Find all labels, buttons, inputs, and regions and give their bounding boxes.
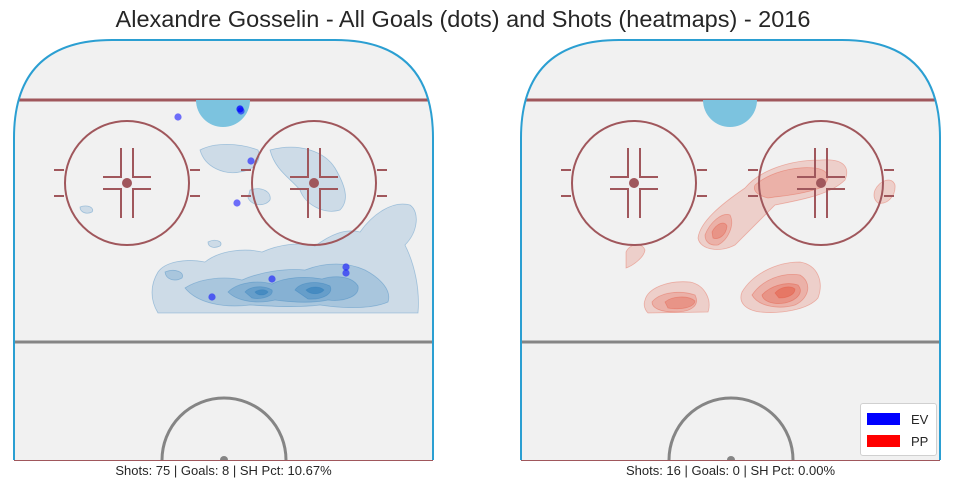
goal-dot <box>342 263 350 271</box>
rink-boards-pp <box>520 39 941 460</box>
goal-dot <box>208 293 216 301</box>
faceoff-dot <box>816 178 826 188</box>
heat-level-1 <box>643 281 710 314</box>
heat-level-1 <box>199 143 260 174</box>
faceoff-circle-left <box>54 120 200 246</box>
goal-crease <box>196 100 250 127</box>
goal-dots-ev <box>174 105 350 301</box>
heat-level-3 <box>711 222 728 239</box>
shot-heatmap-ev <box>79 143 419 314</box>
goal-dot <box>342 269 350 277</box>
heat-level-2 <box>704 214 733 246</box>
center-circle <box>667 396 795 460</box>
center-circle <box>160 396 288 460</box>
heat-level-5 <box>254 289 269 296</box>
stats-caption-pp: Shots: 16 | Goals: 0 | SH Pct: 0.00% <box>625 463 836 478</box>
heat-level-2 <box>651 291 697 313</box>
heat-level-1 <box>207 239 222 248</box>
heat-level-2 <box>164 270 183 281</box>
heat-level-1 <box>247 188 271 206</box>
goal-crease <box>703 100 757 127</box>
goal-dot <box>247 157 255 165</box>
heat-level-1 <box>697 159 848 250</box>
heat-level-2 <box>753 167 829 199</box>
heat-level-3 <box>227 276 359 303</box>
faceoff-dot <box>122 178 132 188</box>
legend-swatch-ev <box>867 413 900 425</box>
stats-caption-ev: Shots: 75 | Goals: 8 | SH Pct: 10.67% <box>115 463 332 478</box>
legend: EV PP <box>860 403 937 456</box>
heat-level-3 <box>664 296 696 310</box>
faceoff-circle-right <box>748 120 894 246</box>
chart-title: Alexandre Gosselin - All Goals (dots) an… <box>115 6 811 32</box>
heat-level-1 <box>740 261 821 313</box>
goal-dot <box>233 199 241 207</box>
rink-ev <box>14 40 433 460</box>
heat-level-3 <box>761 283 801 304</box>
legend-label-ev: EV <box>911 411 929 427</box>
goal-dot <box>174 113 182 121</box>
heat-level-1 <box>625 244 646 269</box>
faceoff-dot <box>629 178 639 188</box>
legend-entry-pp: PP <box>867 430 930 452</box>
legend-entry-ev: EV <box>867 408 930 430</box>
goal-dot <box>237 107 245 115</box>
faceoff-circle-right <box>241 120 387 246</box>
shot-heatmap-pp <box>625 159 896 314</box>
faceoff-circle-left <box>561 120 707 246</box>
heat-level-4 <box>774 286 796 299</box>
rink-boards-ev <box>13 39 434 460</box>
heat-level-2 <box>184 263 390 309</box>
heat-level-2 <box>751 273 809 308</box>
legend-swatch-pp <box>867 435 900 447</box>
rink-pp <box>521 40 940 460</box>
center-dot <box>727 456 735 460</box>
heat-level-1 <box>873 179 896 204</box>
goal-dot <box>268 275 276 283</box>
faceoff-dot <box>309 178 319 188</box>
heat-level-5 <box>305 286 325 295</box>
heat-level-1 <box>79 205 94 214</box>
legend-label-pp: PP <box>911 433 929 449</box>
center-dot <box>220 456 228 460</box>
